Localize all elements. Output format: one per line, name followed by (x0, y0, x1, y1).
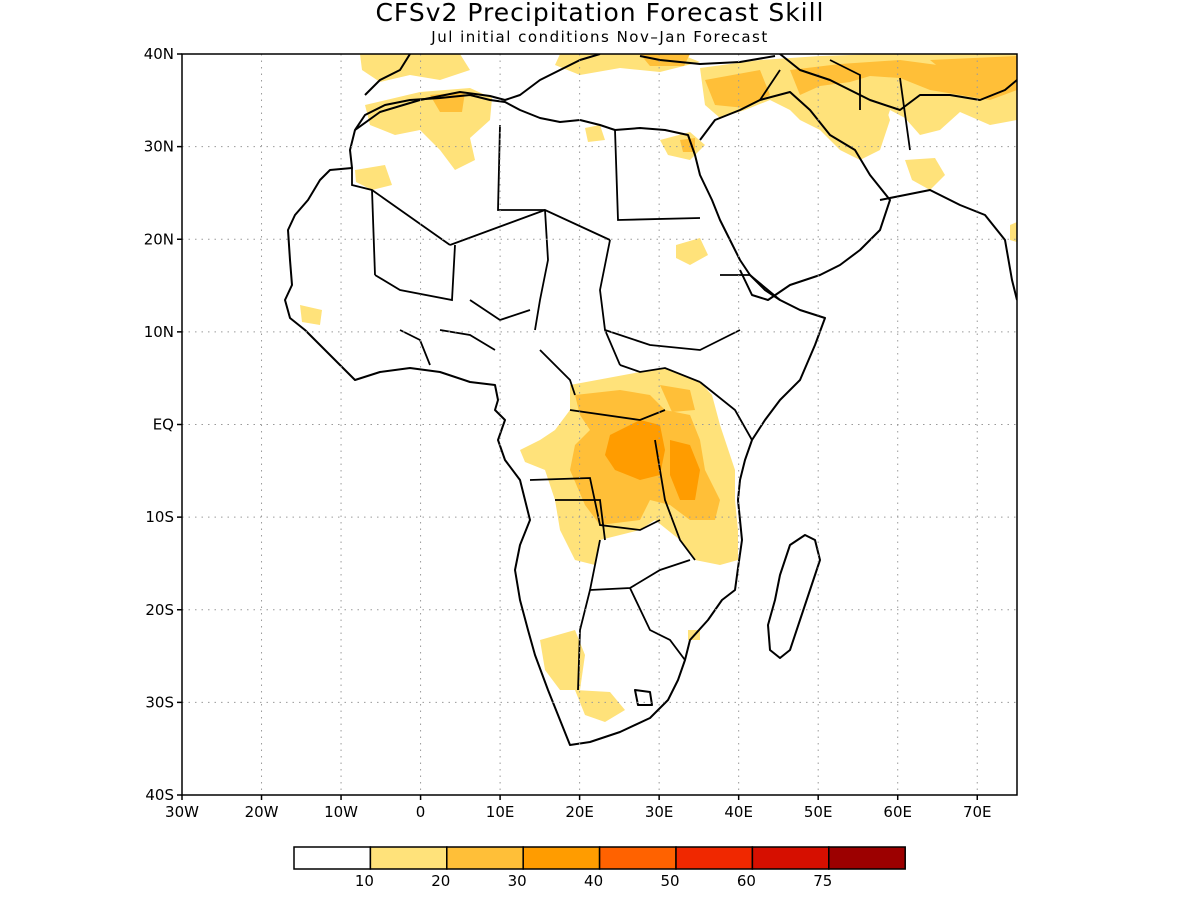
lon-tick-label: 30E (645, 803, 674, 821)
colorbar-swatch (675, 846, 754, 870)
colorbar-swatch (522, 846, 601, 870)
lat-tick-label: 10S (145, 508, 174, 526)
lon-tick-label: 50E (804, 803, 833, 821)
graticule (182, 54, 1017, 795)
lat-tick-label: 20S (145, 601, 174, 619)
colorbar-label: 30 (508, 872, 527, 890)
lon-tick-label: 0 (416, 803, 426, 821)
lon-tick-label: 20W (245, 803, 279, 821)
colorbar-label: 60 (737, 872, 756, 890)
lat-tick-label: 10N (144, 323, 174, 341)
lat-tick-label: EQ (153, 416, 174, 434)
map-subtitle: Jul initial conditions Nov–Jan Forecast (431, 28, 769, 46)
lon-tick-label: 60E (883, 803, 912, 821)
colorbar-swatch (446, 846, 524, 870)
colorbar-label: 20 (431, 872, 450, 890)
colorbar: 10 20 30 40 50 60 75 (293, 846, 906, 890)
lat-tick-label: 30N (144, 138, 174, 156)
colorbar-swatch (369, 846, 448, 870)
colorbar-swatch (598, 846, 677, 870)
lat-tick-label: 40N (144, 45, 174, 63)
lat-tick-label: 40S (145, 786, 174, 804)
lon-tick-label: 10E (486, 803, 515, 821)
colorbar-swatch (751, 846, 830, 870)
colorbar-label: 50 (660, 872, 679, 890)
colorbar-label: 75 (813, 872, 832, 890)
colorbar-swatch (293, 846, 372, 870)
latitude-axis: 40N 30N 20N 10N EQ 10S 20S 30S 40S (144, 45, 182, 804)
longitude-axis: 30W 20W 10W 0 10E 20E 30E 40E 50E 60E 70E (165, 795, 992, 821)
lon-tick-label: 70E (963, 803, 992, 821)
colorbar-label: 10 (355, 872, 374, 890)
country-borders (351, 59, 911, 691)
lon-tick-label: 10W (324, 803, 358, 821)
lon-tick-label: 30W (165, 803, 199, 821)
skill-shading (300, 54, 1017, 722)
colorbar-label: 40 (584, 872, 603, 890)
lat-tick-label: 30S (145, 693, 174, 711)
lat-tick-label: 20N (144, 230, 174, 248)
map-title: CFSv2 Precipitation Forecast Skill (375, 0, 825, 27)
lon-tick-label: 40E (724, 803, 753, 821)
colorbar-swatch (828, 846, 906, 870)
lon-tick-label: 20E (565, 803, 594, 821)
